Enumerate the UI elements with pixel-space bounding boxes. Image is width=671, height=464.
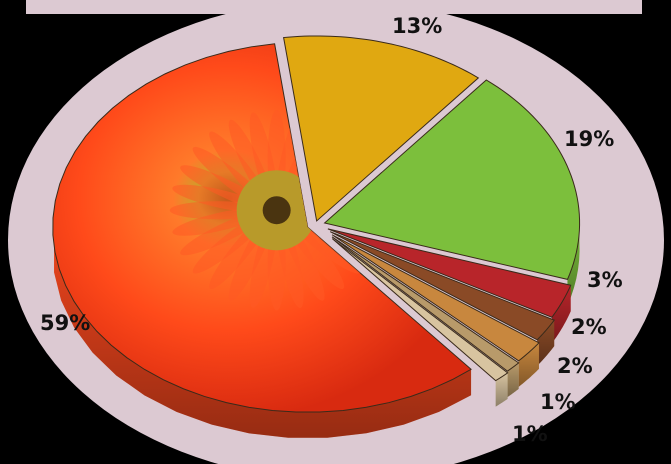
pie-slice-5 xyxy=(331,234,540,362)
pie-labels: 13% 19% 3% 2% 2% 1% 1% 59% xyxy=(40,14,623,446)
slice-label-5: 2% xyxy=(557,354,593,378)
slice-label-3: 3% xyxy=(587,268,623,292)
pie-slice-6 xyxy=(331,236,520,372)
slice-side-shade-6 xyxy=(507,362,519,398)
slice-side-shade-7 xyxy=(495,372,508,407)
slice-label-4: 2% xyxy=(571,315,607,339)
slice-label-1: 13% xyxy=(392,14,442,38)
slice-side-shade-5 xyxy=(518,342,539,387)
pie-slice-2 xyxy=(323,79,581,281)
slice-label-2: 19% xyxy=(564,127,614,151)
slice-side-shade-4 xyxy=(537,320,555,366)
pie-slice-4 xyxy=(330,231,556,341)
pie-slices xyxy=(52,35,581,438)
pie-slice-3 xyxy=(327,228,572,318)
slice-side-shade-8 xyxy=(54,246,472,438)
slice-label-7: 1% xyxy=(512,422,548,446)
pie-slice-7 xyxy=(331,238,509,382)
slice-label-8: 59% xyxy=(40,311,90,335)
slice-side-shade-2 xyxy=(567,215,580,306)
slice-label-6: 1% xyxy=(540,390,576,414)
pie-slice-1 xyxy=(283,35,480,222)
slice-side-shade-3 xyxy=(551,285,571,344)
flower-eye xyxy=(262,196,291,225)
